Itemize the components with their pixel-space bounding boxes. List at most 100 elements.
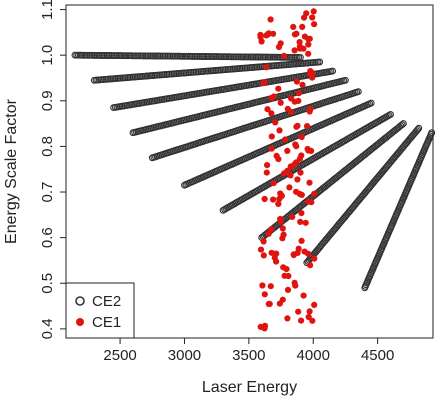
ce1-point [305,50,312,57]
ce1-point [270,196,277,203]
ce1-point [303,10,310,17]
ce2-point [316,58,324,66]
ce2-point [415,124,423,132]
plot-frame [65,4,434,339]
x-axis: 2500 3000 3500 4000 4500 [103,338,394,364]
y-tick-label: 0.4 [39,318,56,339]
ce1-point [275,85,282,92]
ce1-point [307,262,314,269]
legend-label-ce2: CE2 [92,293,121,310]
ce1-point [261,291,268,298]
y-tick-label: 0.5 [39,273,56,294]
ce1-point [264,106,271,113]
ce1-point [297,169,304,176]
ce1-point [309,14,316,21]
x-tick-label: 4500 [361,347,394,364]
ce1-point [260,252,267,259]
ce1-point [294,176,301,183]
ce1-point [263,169,270,176]
ce1-point [263,64,270,71]
ce1-point [273,152,280,159]
ce1-point [270,30,277,37]
y-tick-label: 0.6 [39,227,56,248]
ce1-point [300,292,307,299]
ce1-point [311,255,318,262]
ce1-point [311,301,318,308]
ce1-point [305,41,312,48]
ce1-point [267,283,274,290]
ce1-point [311,21,318,28]
ce1-point [297,218,304,225]
ce2-point [387,111,394,118]
y-tick-label: 1.0 [39,45,56,66]
ce1-point [275,43,283,51]
ce1-point [272,119,279,126]
y-tick-label: 1.1 [39,0,56,20]
y-tick-label: 0.8 [39,136,56,157]
x-tick-label: 2500 [103,347,136,364]
legend-marker-ce1 [76,318,84,326]
ce1-point [296,43,303,50]
ce1-point [268,94,275,102]
ce1-point [293,188,300,195]
ce1-point [261,79,268,86]
ce1-point [259,282,266,289]
legend: CE2 CE1 [65,282,135,339]
ce1-point [299,81,306,88]
ce1-point [293,159,300,166]
ce1-point [284,315,291,322]
ce1-point [279,225,286,232]
x-tick-label: 3500 [232,347,265,364]
ce1-point [299,23,306,30]
ce1-point [258,38,265,45]
ce1-point [302,219,309,226]
x-tick-label: 4000 [297,347,330,364]
ce1-point [268,133,275,140]
ce2-point [398,121,406,129]
ce1-point [298,133,305,141]
ce1-point [305,198,312,205]
ce1-point [298,210,305,217]
y-axis-label: Energy Scale Factor [3,98,20,244]
ce2-point [341,76,349,84]
ce1-point [281,272,288,279]
ce1-point [305,250,312,257]
ce1-point [298,152,305,159]
ce1-point [293,143,300,150]
ce2-point [354,88,362,96]
ce1-point [283,266,290,273]
ce1-point [276,195,283,202]
ce1-point [268,226,275,233]
ce1-point [260,238,267,245]
ce1-point [268,145,275,152]
ce1-point [304,123,311,130]
x-axis-label: Laser Energy [202,379,297,396]
ce1-point [291,31,298,38]
ce1-point [284,147,291,154]
ce1-point [264,162,271,169]
ce1-point [304,145,311,153]
ce1-point [291,98,298,105]
ce1-point [277,99,284,106]
ce1-point [279,235,286,242]
ce1-point [295,308,302,315]
ce1-point [295,90,302,97]
y-axis: 0.4 0.5 0.6 0.7 0.8 0.9 1.0 1.1 [39,0,66,339]
ce1-point [281,170,288,177]
ce1-point [282,136,289,143]
ce2-series [71,51,435,292]
ce2-point [399,120,407,128]
ce2-point [367,99,375,107]
y-tick-label: 0.7 [39,182,56,203]
ce1-point [287,108,295,115]
legend-box [65,282,135,339]
ce1-point [306,179,313,186]
ce1-point [268,110,275,117]
ce1-point [309,317,316,324]
ce1-point [310,8,317,15]
ce1-point [292,282,299,289]
legend-marker-ce2 [75,296,85,306]
ce1-point [276,127,283,134]
ce2-point [329,67,337,75]
